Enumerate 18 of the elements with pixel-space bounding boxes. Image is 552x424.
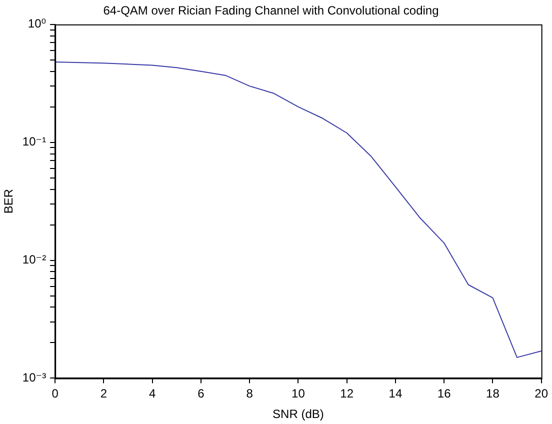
x-tick-label: 10 <box>292 386 306 401</box>
x-tick-label: 14 <box>388 386 402 401</box>
x-tick-label: 16 <box>437 386 452 401</box>
x-tick-label: 4 <box>148 386 156 401</box>
x-tick-label: 12 <box>340 386 354 401</box>
x-tick-label: 2 <box>100 386 108 401</box>
x-tick-label: 18 <box>486 386 500 401</box>
x-tick-label: 6 <box>198 386 205 401</box>
x-tick-label: 8 <box>246 386 254 401</box>
chart-title: 64-QAM over Rician Fading Channel with Convolutional coding <box>103 4 439 18</box>
x-tick-label: 20 <box>534 386 548 401</box>
x-axis-title: SNR (dB) <box>272 407 324 422</box>
y-axis-title: BER <box>2 188 16 214</box>
y-tick-label: 10⁻² <box>22 252 46 267</box>
y-tick-label: 10⁻¹ <box>22 134 46 149</box>
y-tick-label: 10⁰ <box>28 16 46 31</box>
x-tick-label: 0 <box>52 386 59 401</box>
y-tick-label: 10⁻³ <box>22 370 46 385</box>
